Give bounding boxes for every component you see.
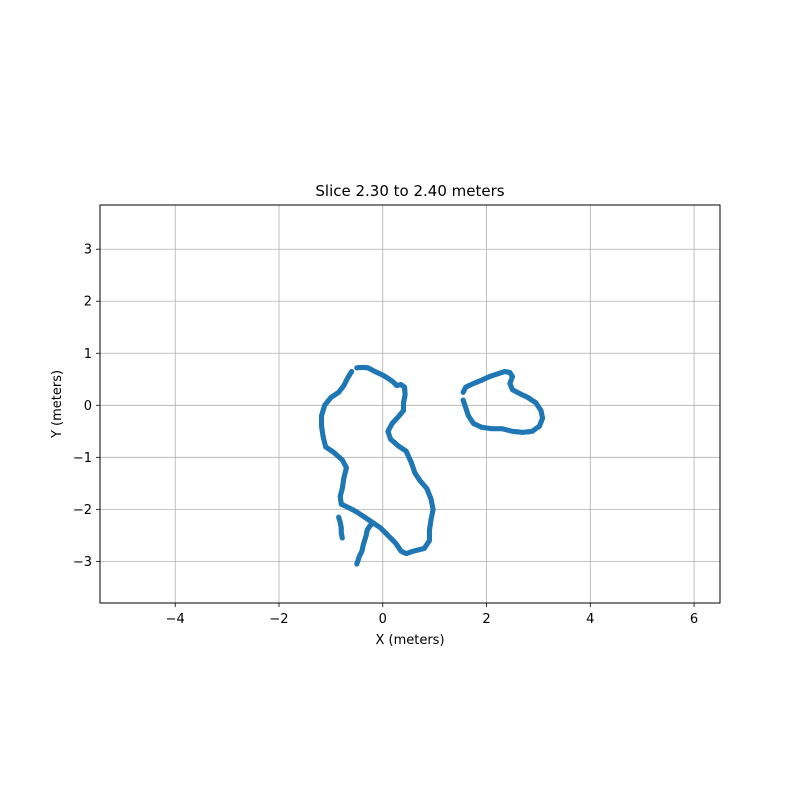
- chart-title: Slice 2.30 to 2.40 meters: [315, 182, 504, 200]
- y-tick-label: −1: [73, 451, 92, 466]
- point-cluster-2: [336, 514, 375, 567]
- x-tick-label: 0: [379, 612, 387, 627]
- x-tick-label: −2: [269, 612, 288, 627]
- y-tick-label: 1: [84, 347, 92, 362]
- point-cluster-1: [318, 364, 436, 557]
- y-tick-label: 2: [84, 295, 92, 310]
- x-tick-label: 4: [586, 612, 594, 627]
- x-tick-label: 6: [690, 612, 698, 627]
- scatter-points: [318, 364, 546, 567]
- scatter-point: [339, 535, 345, 541]
- y-tick-label: −2: [73, 503, 92, 518]
- x-tick-label: 2: [482, 612, 490, 627]
- scatter-point: [349, 368, 355, 375]
- scatter-point: [460, 397, 466, 403]
- x-tick-label: −4: [166, 612, 185, 627]
- y-tick-label: 3: [84, 243, 92, 258]
- y-tick-label: −3: [73, 555, 92, 570]
- point-cluster-3: [460, 368, 546, 435]
- scatter-point: [369, 520, 375, 527]
- y-tick-label: 0: [84, 399, 92, 414]
- y-axis-label: Y (meters): [50, 370, 65, 439]
- plot-frame: [99, 204, 721, 604]
- x-axis-label: X (meters): [375, 633, 444, 648]
- axis-ticks: −4 −2 0 2 4 6 −3 −2 −1 0 1 2 3: [73, 243, 698, 627]
